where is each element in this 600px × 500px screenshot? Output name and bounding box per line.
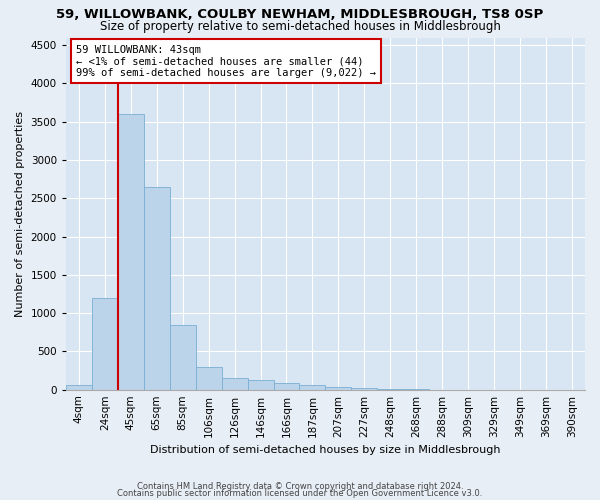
Bar bbox=[274, 383, 299, 390]
Text: 59, WILLOWBANK, COULBY NEWHAM, MIDDLESBROUGH, TS8 0SP: 59, WILLOWBANK, COULBY NEWHAM, MIDDLESBR… bbox=[56, 8, 544, 20]
Bar bbox=[377, 389, 403, 390]
Bar bbox=[170, 326, 196, 390]
Text: Contains public sector information licensed under the Open Government Licence v3: Contains public sector information licen… bbox=[118, 489, 482, 498]
Bar bbox=[299, 386, 325, 390]
Bar bbox=[144, 187, 170, 390]
Bar bbox=[66, 384, 92, 390]
Bar bbox=[248, 380, 274, 390]
Bar bbox=[196, 366, 221, 390]
Bar bbox=[221, 378, 248, 390]
Text: Size of property relative to semi-detached houses in Middlesbrough: Size of property relative to semi-detach… bbox=[100, 20, 500, 33]
Bar bbox=[352, 388, 377, 390]
Bar bbox=[92, 298, 118, 390]
Text: Contains HM Land Registry data © Crown copyright and database right 2024.: Contains HM Land Registry data © Crown c… bbox=[137, 482, 463, 491]
Y-axis label: Number of semi-detached properties: Number of semi-detached properties bbox=[15, 110, 25, 316]
X-axis label: Distribution of semi-detached houses by size in Middlesbrough: Distribution of semi-detached houses by … bbox=[150, 445, 500, 455]
Text: 59 WILLOWBANK: 43sqm
← <1% of semi-detached houses are smaller (44)
99% of semi-: 59 WILLOWBANK: 43sqm ← <1% of semi-detac… bbox=[76, 44, 376, 78]
Bar bbox=[118, 114, 144, 390]
Bar bbox=[325, 386, 352, 390]
